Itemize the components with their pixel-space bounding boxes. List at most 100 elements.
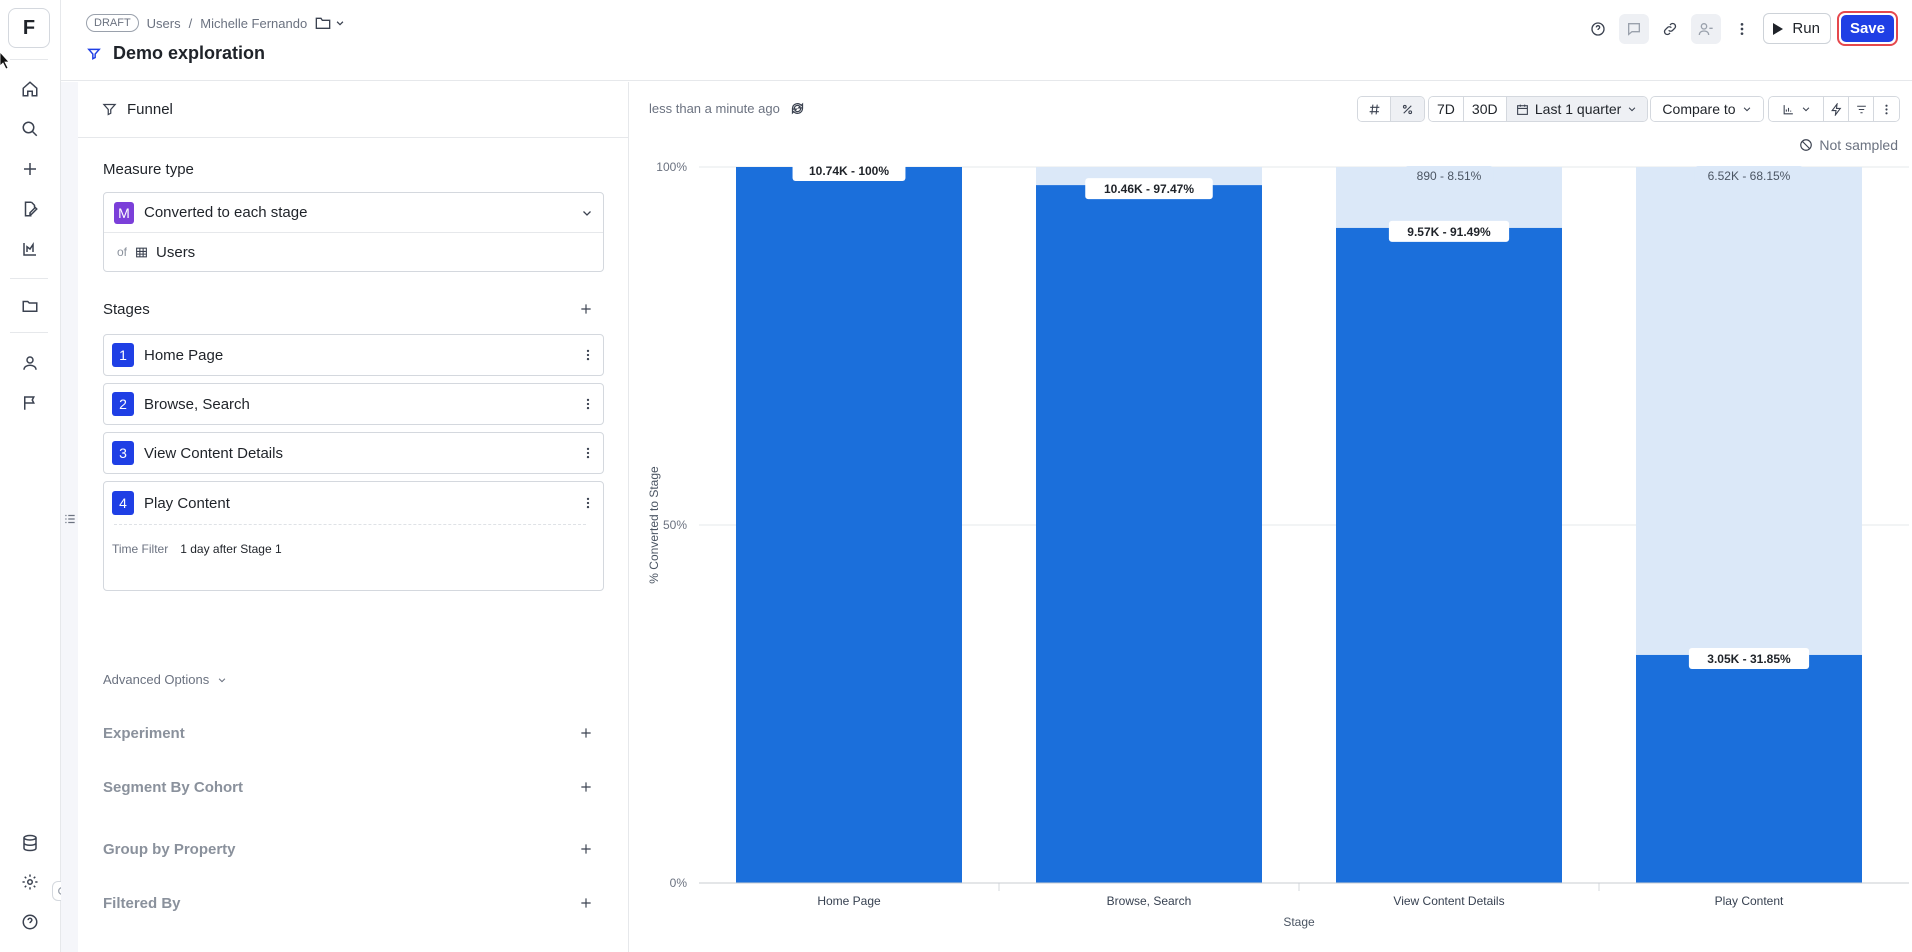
search-icon[interactable]	[19, 118, 41, 140]
panel-header: Funnel	[78, 82, 628, 138]
compare-to-group: Compare to	[1650, 96, 1764, 122]
breadcrumb-owner[interactable]: Michelle Fernando	[200, 15, 308, 31]
more-options-icon[interactable]	[1874, 97, 1899, 121]
chevron-down-icon	[581, 207, 593, 219]
more-options-icon[interactable]	[581, 396, 595, 412]
user-icon[interactable]	[19, 352, 41, 374]
breadcrumb-separator: /	[188, 15, 193, 31]
range-30d-button[interactable]: 30D	[1463, 97, 1507, 121]
converted-label-bg	[1085, 178, 1213, 200]
advanced-options-toggle[interactable]: Advanced Options	[103, 672, 227, 687]
percent-toggle-icon[interactable]	[1391, 97, 1424, 121]
compare-to-select[interactable]: Compare to	[1651, 97, 1763, 121]
y-tick-label: 0%	[670, 876, 688, 890]
add-filter-icon[interactable]	[579, 896, 595, 912]
more-options-icon[interactable]	[581, 347, 595, 363]
stage-number: 3	[112, 441, 134, 465]
save-button-highlight: Save	[1836, 11, 1898, 46]
time-filter-value: 1 day after Stage 1	[180, 542, 282, 556]
date-range-value: Last 1 quarter	[1534, 101, 1622, 117]
converted-label-bg	[1688, 647, 1810, 669]
experiment-icon[interactable]	[19, 238, 41, 260]
more-options-icon[interactable]	[581, 495, 595, 511]
advanced-options-label: Advanced Options	[103, 672, 210, 687]
page-title[interactable]: Demo exploration	[113, 43, 266, 63]
more-options-icon[interactable]	[581, 445, 595, 461]
dropoff-label-bg	[1404, 166, 1494, 186]
left-nav-rail: F	[0, 0, 61, 952]
dropoff-data-label: 6.52K - 68.15%	[1708, 169, 1791, 183]
add-stage-icon[interactable]	[579, 302, 595, 318]
help-icon[interactable]	[1583, 14, 1613, 44]
mouse-cursor-icon	[0, 52, 10, 70]
save-button[interactable]: Save	[1840, 15, 1894, 42]
chart-options-group	[1768, 96, 1900, 122]
converted-bar	[1336, 227, 1562, 883]
measure-entity-select[interactable]: of Users	[104, 233, 603, 271]
filtered-by-label[interactable]: Filtered By	[103, 895, 181, 912]
folder-icon[interactable]	[19, 295, 41, 317]
measure-type-select[interactable]: M Converted to each stage	[104, 193, 603, 233]
stage-row[interactable]: 4 Play Content Time Filter 1 day after S…	[103, 481, 604, 591]
stage-name: View Content Details	[144, 444, 283, 462]
refresh-icon[interactable]	[790, 101, 805, 116]
stage-row[interactable]: 3 View Content Details	[103, 432, 604, 474]
stage-row[interactable]: 1 Home Page	[103, 334, 604, 376]
list-icon[interactable]	[63, 512, 77, 526]
plus-icon[interactable]	[19, 158, 41, 180]
last-updated: less than a minute ago	[649, 101, 780, 116]
add-group-by-icon[interactable]	[579, 842, 595, 858]
stage-number: 1	[112, 343, 134, 367]
run-button[interactable]: Run	[1763, 13, 1831, 44]
link-icon[interactable]	[1655, 14, 1685, 44]
more-options-icon[interactable]	[1727, 14, 1757, 44]
stage-row[interactable]: 2 Browse, Search	[103, 383, 604, 425]
of-label: of	[117, 245, 128, 259]
x-axis-label: Stage	[1283, 915, 1315, 929]
database-icon[interactable]	[19, 832, 41, 854]
time-filter[interactable]: Time Filter 1 day after Stage 1	[104, 525, 282, 556]
compare-to-label: Compare to	[1662, 101, 1736, 117]
stage-name: Home Page	[144, 346, 224, 364]
chart-type-select[interactable]	[1769, 97, 1824, 121]
play-icon	[1772, 22, 1784, 36]
flag-icon[interactable]	[19, 392, 41, 414]
count-toggle-icon[interactable]	[1358, 97, 1391, 121]
rail-divider	[10, 59, 48, 60]
filter-lines-icon[interactable]	[1849, 97, 1874, 121]
time-filter-label: Time Filter	[112, 542, 169, 556]
date-range-select[interactable]: Last 1 quarter	[1506, 97, 1647, 121]
converted-bar	[736, 167, 962, 883]
breadcrumb-users[interactable]: Users	[146, 15, 181, 31]
funnel-chart: 0% 50% 100% % Converted to Stage 10.74K - 10…	[647, 160, 1909, 929]
edit-document-icon[interactable]	[19, 198, 41, 220]
experiment-label[interactable]: Experiment	[103, 725, 185, 742]
add-experiment-icon[interactable]	[579, 726, 595, 742]
segment-by-cohort-label[interactable]: Segment By Cohort	[103, 779, 244, 796]
settings-icon[interactable]	[19, 871, 41, 893]
measure-type-box: M Converted to each stage of Users	[103, 192, 604, 272]
measure-type-value: Converted to each stage	[144, 204, 308, 221]
folder-icon[interactable]	[315, 16, 345, 30]
chevron-down-icon	[1742, 104, 1752, 114]
lightning-icon[interactable]	[1824, 97, 1849, 121]
measure-entity-value: Users	[156, 243, 196, 261]
converted-bar	[1636, 654, 1862, 883]
stages-label: Stages	[103, 301, 150, 318]
funnel-icon	[87, 47, 101, 61]
draft-badge: DRAFT	[86, 14, 139, 32]
comment-icon[interactable]	[1619, 13, 1650, 44]
x-tick-label: Home Page	[817, 894, 881, 908]
group-by-property-label[interactable]: Group by Property	[103, 841, 236, 858]
y-axis-label: % Converted to Stage	[647, 466, 661, 584]
measure-type-label: Measure type	[103, 161, 194, 178]
app-logo[interactable]: F	[8, 8, 50, 48]
add-segment-icon[interactable]	[579, 780, 595, 796]
date-range-group: 7D 30D Last 1 quarter	[1428, 96, 1648, 122]
home-icon[interactable]	[19, 78, 41, 100]
range-7d-button[interactable]: 7D	[1429, 97, 1464, 121]
top-header: DRAFT Users / Michelle Fernando Demo exp…	[61, 0, 1912, 81]
help-icon[interactable]	[19, 911, 41, 933]
converted-data-label: 10.46K - 97.47%	[1104, 182, 1194, 196]
share-users-icon[interactable]	[1691, 13, 1722, 44]
